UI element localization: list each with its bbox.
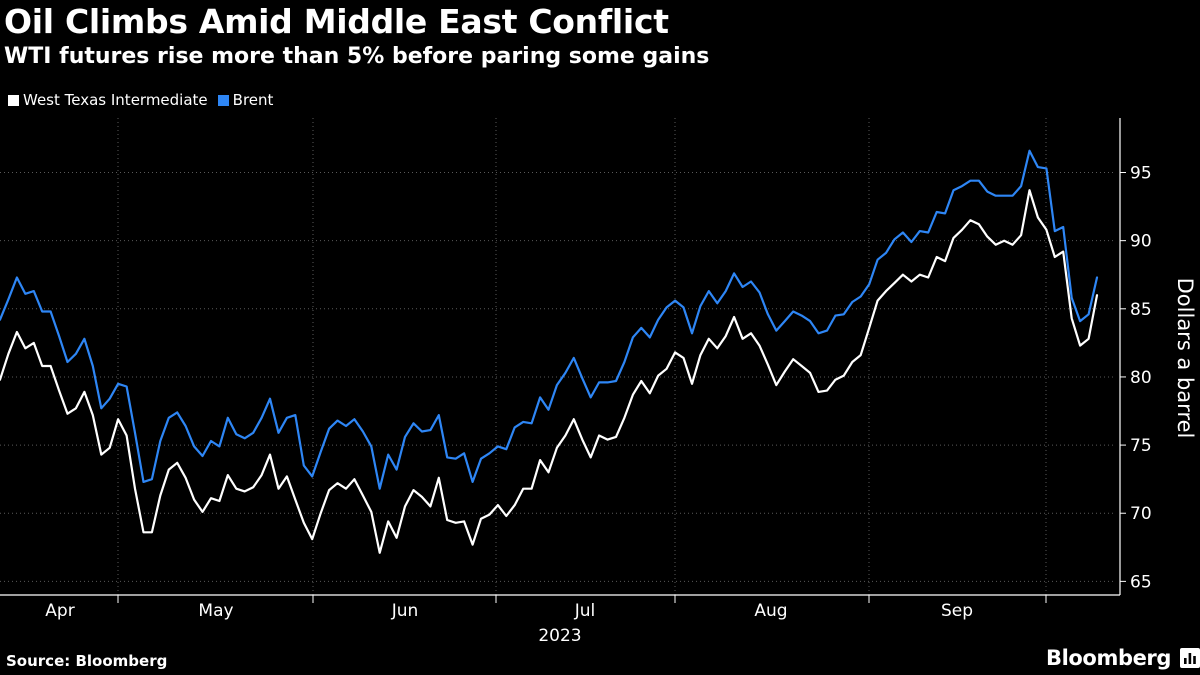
y-tick-label: 75 (1130, 436, 1152, 456)
legend-label-wti: West Texas Intermediate (23, 91, 208, 109)
x-axis-year-label: 2023 (538, 626, 581, 646)
brand-name: Bloomberg (1046, 646, 1172, 670)
y-tick-label: 65 (1130, 572, 1152, 592)
axis-labels: 65 70 75 80 85 90 95 Apr May Jun Jul Aug Sep 2023 Doll… (45, 164, 1197, 646)
legend-swatch-brent (217, 94, 229, 106)
series-lines (0, 149, 1099, 554)
x-tick-label-apr: Apr (45, 601, 74, 621)
legend-item-brent: Brent (217, 91, 274, 109)
y-tick-label: 85 (1130, 300, 1152, 320)
x-tick-label-jul: Jul (574, 601, 596, 621)
x-tick-label-sep: Sep (941, 601, 973, 621)
chart-title: Oil Climbs Amid Middle East Conflict (4, 2, 669, 41)
x-tick-label-aug: Aug (754, 601, 787, 621)
source-note: Source: Bloomberg (6, 652, 168, 670)
gridlines (0, 118, 1114, 595)
x-tick-label-jun: Jun (391, 601, 419, 621)
bloomberg-logo: Bloomberg (1046, 646, 1200, 670)
bloomberg-terminal-icon (1180, 648, 1200, 668)
legend-item-wti: West Texas Intermediate (8, 91, 208, 109)
legend-swatch-wti (8, 94, 19, 106)
series-line-brent (0, 149, 1099, 490)
axes (0, 118, 1126, 603)
x-tick-label-may: May (198, 601, 233, 621)
chart-subtitle: WTI futures rise more than 5% before par… (4, 44, 710, 69)
y-tick-label: 70 (1130, 504, 1152, 524)
y-tick-label: 95 (1130, 164, 1152, 184)
y-axis-title: Dollars a barrel (1173, 278, 1197, 439)
y-tick-label: 90 (1130, 232, 1152, 252)
y-tick-label: 80 (1130, 368, 1152, 388)
legend-label-brent: Brent (232, 91, 274, 109)
series-line-wti (0, 189, 1099, 554)
legend: West Texas Intermediate Brent (8, 91, 283, 109)
